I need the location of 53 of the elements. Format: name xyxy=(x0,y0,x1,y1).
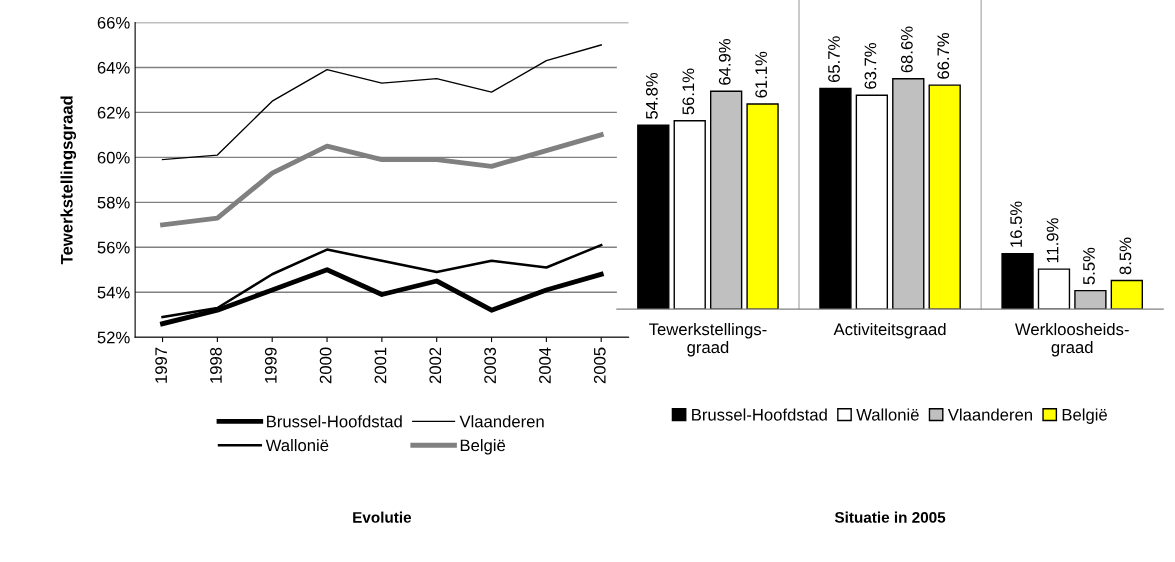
bar xyxy=(709,90,743,310)
x-tick-label: 2001 xyxy=(374,347,387,384)
y-tick-label: 56% xyxy=(97,241,130,254)
data-label: 5.5% xyxy=(1083,247,1095,285)
legend-label: Wallonië xyxy=(856,408,919,421)
bar xyxy=(746,103,779,310)
legend-label: België xyxy=(1062,408,1107,424)
bar xyxy=(1001,253,1034,310)
bar xyxy=(1074,289,1107,310)
x-tick-label: 1999 xyxy=(264,347,277,383)
bar xyxy=(637,124,670,310)
data-label: 61.1% xyxy=(755,51,768,98)
data-label: 65.7% xyxy=(828,36,840,83)
x-tick-label: Activiteitsgraad xyxy=(833,322,946,339)
bar xyxy=(892,78,925,310)
data-label: 8.5% xyxy=(1119,237,1132,275)
data-label: 63.7% xyxy=(864,43,877,89)
legend-label: Wallonië xyxy=(265,439,329,452)
y-tick-label: 62% xyxy=(97,106,130,119)
text: Situatie in 2005 xyxy=(834,511,946,523)
y-tick-label: 54% xyxy=(97,286,130,299)
data-label: 68.6% xyxy=(900,26,913,73)
data-label: 11.9% xyxy=(1046,218,1059,263)
y-tick-label: 66% xyxy=(97,16,130,29)
data-label: 66.7% xyxy=(937,32,950,79)
x-tick-label: 1998 xyxy=(210,347,222,383)
x-tick-label: 2003 xyxy=(484,347,497,384)
legend-label: Brussel-Hoofdstad xyxy=(267,415,402,428)
y-axis-title: Tewerkstellingsgraad xyxy=(60,96,77,265)
data-label: 64.9% xyxy=(718,38,731,85)
y-tick-label: 64% xyxy=(97,61,130,74)
x-tick-label: 2002 xyxy=(429,347,442,384)
bar xyxy=(819,87,852,310)
data-label: 56.1% xyxy=(682,68,695,115)
x-tick-label: 2005 xyxy=(593,347,606,384)
legend-label: Brussel-Hoofdstad xyxy=(692,408,827,421)
bar xyxy=(928,84,961,310)
x-tick-label: 1997 xyxy=(155,347,168,383)
y-tick-label: 52% xyxy=(97,331,130,344)
data-label: 54.8% xyxy=(645,72,658,119)
bar xyxy=(1110,279,1144,310)
x-tick-label: 2000 xyxy=(319,347,332,384)
x-tick-label: 2004 xyxy=(539,347,551,384)
data-label: 16.5% xyxy=(1010,201,1023,247)
legend-label: Vlaanderen xyxy=(459,415,544,428)
line-series xyxy=(161,44,602,161)
text: Evolutie xyxy=(353,511,412,523)
legend-label: België xyxy=(460,439,506,455)
y-tick-label: 58% xyxy=(97,196,130,209)
legend-label: Vlaanderen xyxy=(947,408,1032,421)
x-tick-label: Werkloosheids- graad xyxy=(1014,322,1129,357)
x-tick-label: Tewerkstellings- graad xyxy=(649,322,767,357)
y-tick-label: 60% xyxy=(97,151,130,164)
